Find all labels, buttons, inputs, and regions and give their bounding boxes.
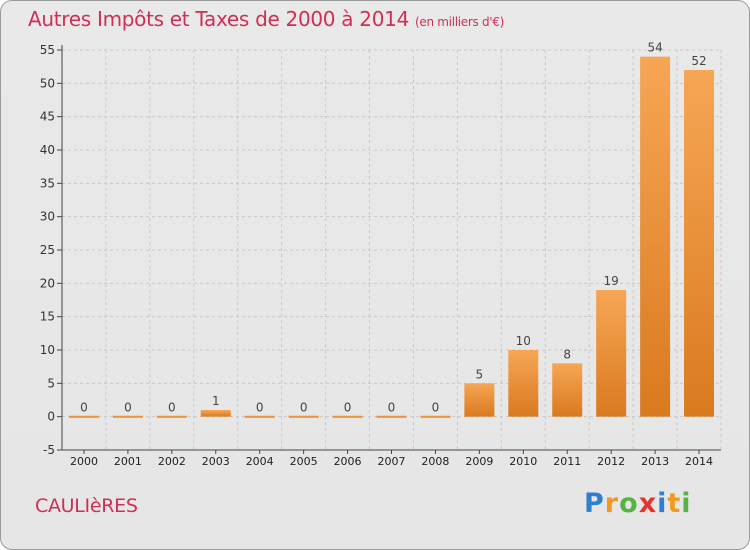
- y-tick-label: 20: [40, 276, 55, 290]
- x-tick-label: 2004: [246, 455, 274, 468]
- y-tick-label: 30: [40, 210, 55, 224]
- bar: [684, 70, 715, 417]
- location-name: CAULIèRES: [35, 495, 138, 517]
- logo-letter: x: [638, 488, 658, 519]
- axes: [57, 45, 721, 454]
- y-tick-label: 45: [40, 110, 55, 124]
- y-tick-label: 50: [40, 76, 55, 90]
- bar: [552, 363, 583, 417]
- bar: [112, 415, 143, 418]
- value-label: 0: [256, 401, 264, 415]
- y-tick-label: 40: [40, 143, 55, 157]
- x-tick-labels: 2000 2001 2002 2003 2004 2005 2006 2007 2008 2009…: [70, 455, 713, 468]
- brand-logo: Proxiti: [584, 488, 692, 519]
- x-tick-label: 2011: [553, 455, 581, 468]
- logo-letter: t: [667, 488, 682, 519]
- value-label: 54: [647, 41, 662, 55]
- bar: [596, 290, 627, 417]
- x-tick-label: 2012: [597, 455, 625, 468]
- value-label: 0: [388, 401, 396, 415]
- y-tick-label: 0: [47, 410, 55, 424]
- bar: [156, 415, 187, 418]
- logo-letter: i: [681, 488, 692, 519]
- bar: [420, 415, 451, 418]
- y-tick-label: 55: [40, 43, 55, 57]
- bar: [244, 415, 275, 418]
- x-tick-label: 2000: [70, 455, 98, 468]
- bar: [640, 56, 671, 417]
- x-tick-label: 2003: [202, 455, 230, 468]
- value-label: 10: [516, 334, 531, 348]
- y-tick-label: 15: [40, 310, 55, 324]
- value-label: 52: [691, 54, 706, 68]
- x-tick-label: 2001: [114, 455, 142, 468]
- title-text: Autres Impôts et Taxes de 2000 à 2014: [28, 7, 409, 31]
- logo-letter: i: [657, 488, 668, 519]
- logo-letter: r: [604, 488, 620, 519]
- bar: [464, 383, 495, 417]
- x-tick-label: 2009: [465, 455, 493, 468]
- bar: [332, 415, 363, 418]
- chart-title: Autres Impôts et Taxes de 2000 à 2014 (en…: [28, 7, 504, 31]
- x-tick-label: 2010: [509, 455, 537, 468]
- bar: [288, 415, 319, 418]
- value-label: 5: [476, 367, 484, 381]
- x-tick-label: 2006: [334, 455, 362, 468]
- chart-subtitle: (en milliers d'€): [415, 15, 505, 29]
- value-label: 0: [432, 401, 440, 415]
- value-label: 0: [300, 401, 308, 415]
- x-tick-label: 2002: [158, 455, 186, 468]
- bars: [68, 56, 715, 418]
- value-label: 8: [563, 347, 571, 361]
- x-tick-label: 2013: [641, 455, 669, 468]
- x-tick-label: 2008: [421, 455, 449, 468]
- value-label: 0: [168, 401, 176, 415]
- value-label: 0: [124, 401, 132, 415]
- bar: [508, 350, 539, 417]
- bar: [68, 415, 99, 418]
- x-tick-label: 2005: [290, 455, 318, 468]
- y-tick-label: 35: [40, 176, 55, 190]
- value-label: 1: [212, 394, 220, 408]
- value-label: 0: [80, 401, 88, 415]
- x-tick-label: 2007: [378, 455, 406, 468]
- y-tick-label: 10: [40, 343, 55, 357]
- value-label: 0: [344, 401, 352, 415]
- y-tick-labels: -5 0 5 10 15 20 25 30 35 40 45 50 55: [40, 43, 55, 457]
- y-tick-label: 25: [40, 243, 55, 257]
- bar: [376, 415, 407, 418]
- value-label: 19: [604, 274, 619, 288]
- y-tick-label: 5: [47, 376, 55, 390]
- y-tick-label: -5: [43, 443, 55, 457]
- logo-letter: o: [619, 488, 639, 519]
- bar: [200, 410, 231, 417]
- x-tick-label: 2014: [685, 455, 713, 468]
- logo-letter: P: [584, 488, 605, 519]
